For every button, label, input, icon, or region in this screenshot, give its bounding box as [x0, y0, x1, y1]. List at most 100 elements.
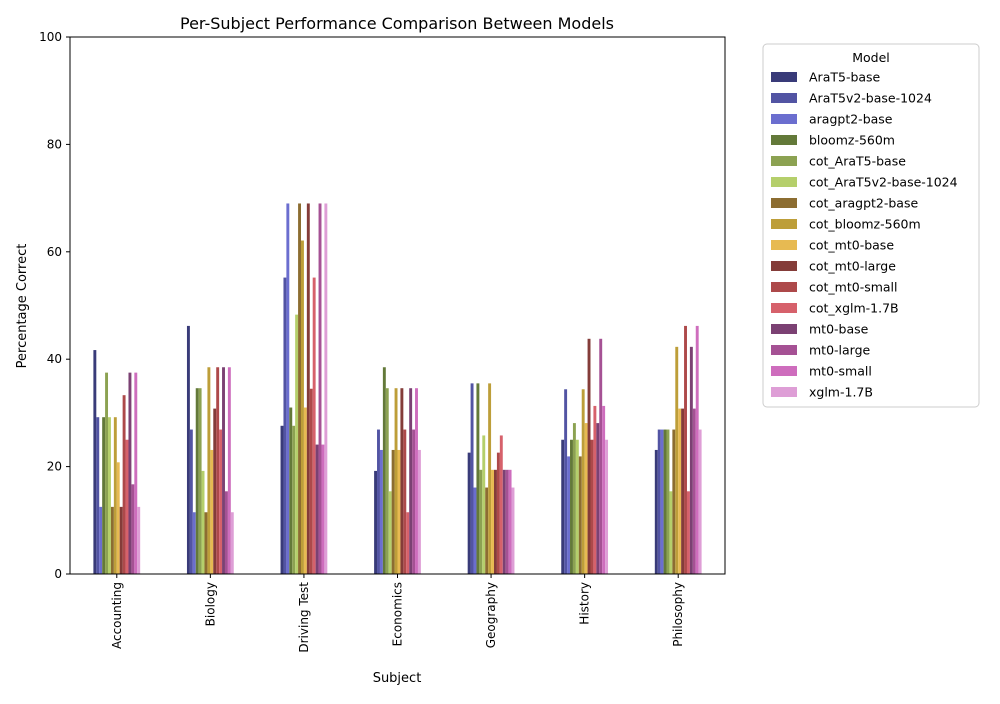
x-tick-label: Geography: [484, 582, 498, 648]
bar: [590, 439, 594, 574]
bar: [508, 469, 512, 574]
bar: [207, 367, 211, 574]
legend-swatch: [771, 324, 797, 334]
legend-swatch: [771, 135, 797, 145]
legend-swatch: [771, 345, 797, 355]
bar: [473, 487, 477, 574]
bar: [572, 423, 576, 574]
bar: [204, 512, 208, 574]
bar: [692, 408, 696, 574]
bar: [286, 203, 290, 574]
bar: [131, 484, 135, 574]
legend: Model AraT5-base AraT5v2-base-1024 aragpt2…: [762, 43, 980, 408]
y-tick-label: 80: [47, 137, 62, 151]
bar: [485, 487, 489, 574]
bar: [318, 203, 322, 574]
legend-label: cot_mt0-small: [809, 280, 898, 295]
legend-swatch: [771, 93, 797, 103]
bar: [213, 408, 217, 574]
bar: [99, 506, 103, 575]
bar: [388, 491, 392, 574]
bar: [599, 338, 603, 574]
bar: [119, 506, 123, 575]
bar: [491, 469, 494, 574]
bar: [684, 325, 687, 574]
y-tick-label: 100: [39, 30, 62, 44]
bars-layer: [93, 203, 702, 575]
bar: [116, 462, 120, 574]
bar: [280, 425, 284, 574]
bar: [309, 388, 313, 574]
bar: [377, 429, 380, 574]
legend-swatch: [771, 114, 797, 124]
legend-label: cot_mt0-large: [809, 259, 896, 274]
legend-label: mt0-base: [809, 322, 869, 337]
bar: [283, 277, 287, 574]
legend-swatch: [771, 219, 797, 229]
legend-swatch: [771, 387, 797, 397]
y-tick-label: 40: [47, 352, 62, 366]
bar: [292, 425, 296, 574]
legend-label: cot_AraT5v2-base-1024: [809, 175, 958, 190]
bar: [321, 444, 325, 574]
x-axis-title: Subject: [373, 671, 422, 686]
bar: [675, 346, 679, 574]
legend-frame: [762, 43, 980, 408]
bar: [195, 388, 199, 574]
bar: [128, 372, 132, 575]
bar: [494, 469, 497, 574]
x-tick-label: Driving Test: [297, 582, 311, 653]
legend-label: AraT5v2-base-1024: [809, 91, 932, 106]
bar: [186, 325, 190, 574]
bar: [315, 444, 319, 574]
legend-swatch: [771, 177, 797, 187]
bar: [511, 487, 515, 574]
bar: [505, 469, 509, 574]
chart-title: Per-Subject Performance Comparison Betwe…: [180, 14, 614, 33]
legend-swatch: [771, 282, 797, 292]
bar: [695, 325, 699, 574]
legend-label: xglm-1.7B: [809, 385, 873, 400]
bar: [488, 383, 492, 574]
bar: [105, 372, 109, 575]
bar: [137, 506, 141, 575]
bar: [394, 388, 398, 574]
bar: [400, 388, 404, 574]
axes-layer: 0 20 40 60 80 100 Accounting Biology Driving Tes…: [39, 30, 726, 653]
bar: [570, 439, 573, 574]
x-tick-label: Economics: [391, 582, 405, 646]
bar: [192, 512, 196, 574]
bar: [374, 470, 378, 574]
bar: [412, 429, 416, 574]
bar: [189, 429, 193, 574]
legend-label: AraT5-base: [809, 70, 881, 85]
legend-label: cot_aragpt2-base: [809, 196, 918, 211]
x-tick-label: Accounting: [110, 582, 124, 649]
bar: [122, 395, 126, 574]
x-tick-label: History: [578, 582, 592, 625]
bar: [657, 429, 661, 574]
bar: [587, 338, 591, 574]
legend-label: mt0-large: [809, 343, 871, 358]
bar: [222, 367, 225, 574]
bar: [110, 506, 114, 575]
bar: [575, 439, 579, 574]
legend-label: bloomz-560m: [809, 133, 895, 148]
bar: [593, 405, 597, 574]
bar: [306, 203, 310, 574]
legend-swatch: [771, 156, 797, 166]
legend-label: cot_bloomz-560m: [809, 217, 921, 232]
legend-label: mt0-small: [809, 364, 872, 379]
bar: [678, 408, 682, 574]
bar: [698, 429, 702, 574]
bar: [298, 203, 301, 574]
bar: [224, 491, 228, 574]
bar: [581, 389, 585, 574]
bar: [216, 367, 220, 574]
bar: [409, 388, 413, 574]
legend-label: cot_xglm-1.7B: [809, 301, 899, 316]
bar: [479, 469, 483, 574]
bar: [584, 423, 588, 574]
